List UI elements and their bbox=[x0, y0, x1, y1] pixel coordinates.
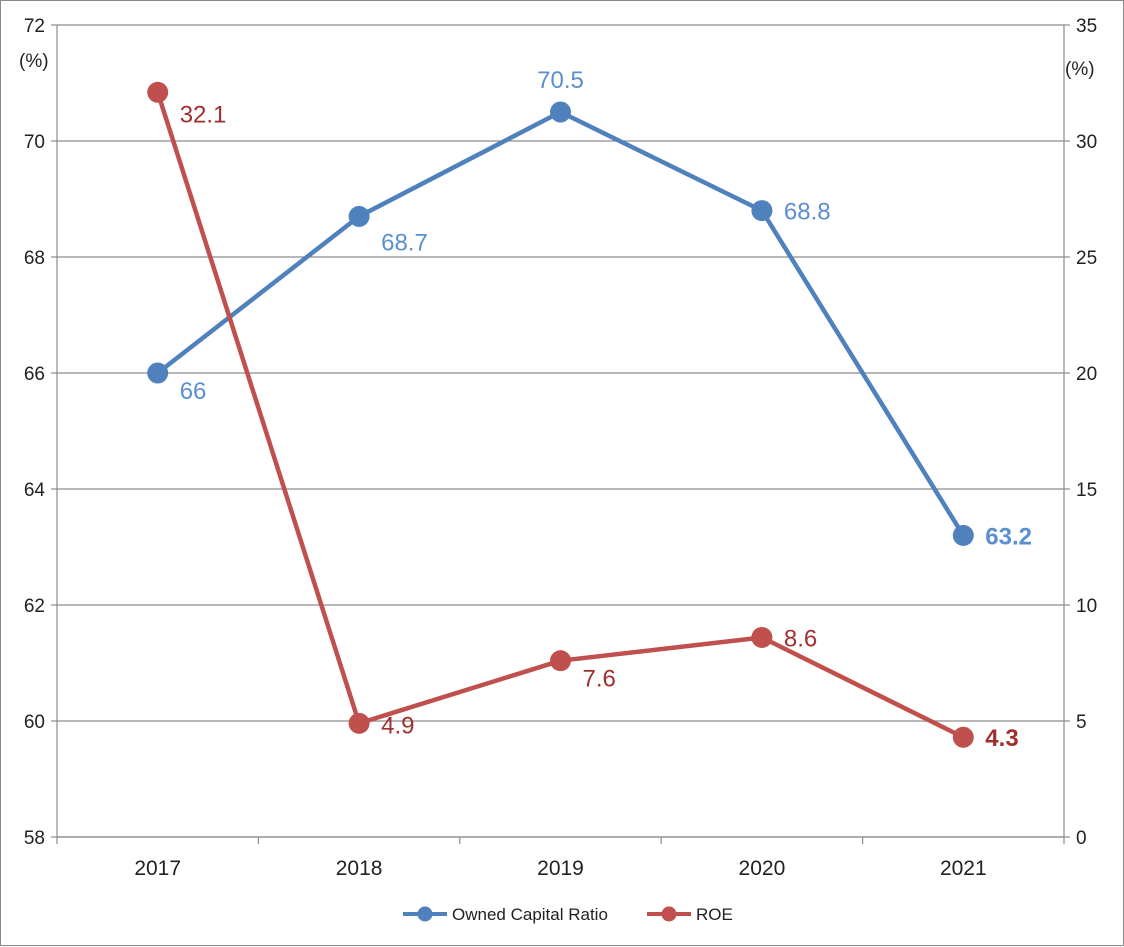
right-axis-unit: (%) bbox=[1065, 59, 1095, 80]
legend-label: ROE bbox=[696, 905, 733, 924]
right-tick-label: 0 bbox=[1076, 828, 1087, 849]
left-tick-label: 68 bbox=[24, 248, 45, 269]
data-point bbox=[751, 626, 773, 648]
data-label: 68.8 bbox=[784, 199, 831, 226]
data-label: 7.6 bbox=[583, 666, 616, 693]
data-point bbox=[952, 726, 974, 748]
legend-label: Owned Capital Ratio bbox=[452, 905, 608, 924]
x-tick-label: 2020 bbox=[739, 857, 786, 880]
right-tick-label: 35 bbox=[1076, 16, 1097, 37]
legend-marker bbox=[417, 906, 433, 922]
data-label: 70.5 bbox=[537, 67, 584, 94]
data-label: 4.9 bbox=[381, 712, 414, 739]
data-label: 66 bbox=[180, 378, 207, 405]
left-tick-label: 72 bbox=[24, 16, 45, 37]
left-tick-label: 66 bbox=[24, 364, 45, 385]
data-label: 68.7 bbox=[381, 229, 428, 256]
data-label: 4.3 bbox=[985, 725, 1018, 752]
left-tick-label: 70 bbox=[24, 132, 45, 153]
left-tick-label: 62 bbox=[24, 596, 45, 617]
data-label: 8.6 bbox=[784, 625, 817, 652]
right-tick-label: 30 bbox=[1076, 132, 1097, 153]
data-point bbox=[348, 712, 370, 734]
data-point bbox=[147, 362, 169, 384]
right-tick-label: 20 bbox=[1076, 364, 1097, 385]
x-tick-label: 2021 bbox=[940, 857, 987, 880]
right-tick-label: 5 bbox=[1076, 712, 1087, 733]
x-tick-label: 2017 bbox=[134, 857, 181, 880]
data-point bbox=[952, 524, 974, 546]
left-tick-label: 60 bbox=[24, 712, 45, 733]
left-tick-label: 64 bbox=[24, 480, 46, 501]
series-line-roe bbox=[155, 91, 965, 740]
data-point bbox=[550, 650, 571, 672]
x-tick-label: 2018 bbox=[336, 857, 383, 880]
data-point bbox=[348, 205, 370, 227]
left-tick-label: 58 bbox=[24, 828, 45, 849]
legend-marker bbox=[661, 906, 677, 922]
data-point bbox=[751, 200, 773, 222]
right-tick-label: 15 bbox=[1076, 480, 1097, 501]
right-tick-label: 25 bbox=[1076, 248, 1097, 269]
left-axis-unit: (%) bbox=[19, 51, 49, 72]
right-tick-label: 10 bbox=[1076, 596, 1097, 617]
data-point bbox=[550, 101, 571, 123]
x-tick-label: 2019 bbox=[537, 857, 584, 880]
data-label: 63.2 bbox=[985, 523, 1032, 550]
data-point bbox=[147, 81, 169, 103]
data-label: 32.1 bbox=[180, 101, 227, 128]
